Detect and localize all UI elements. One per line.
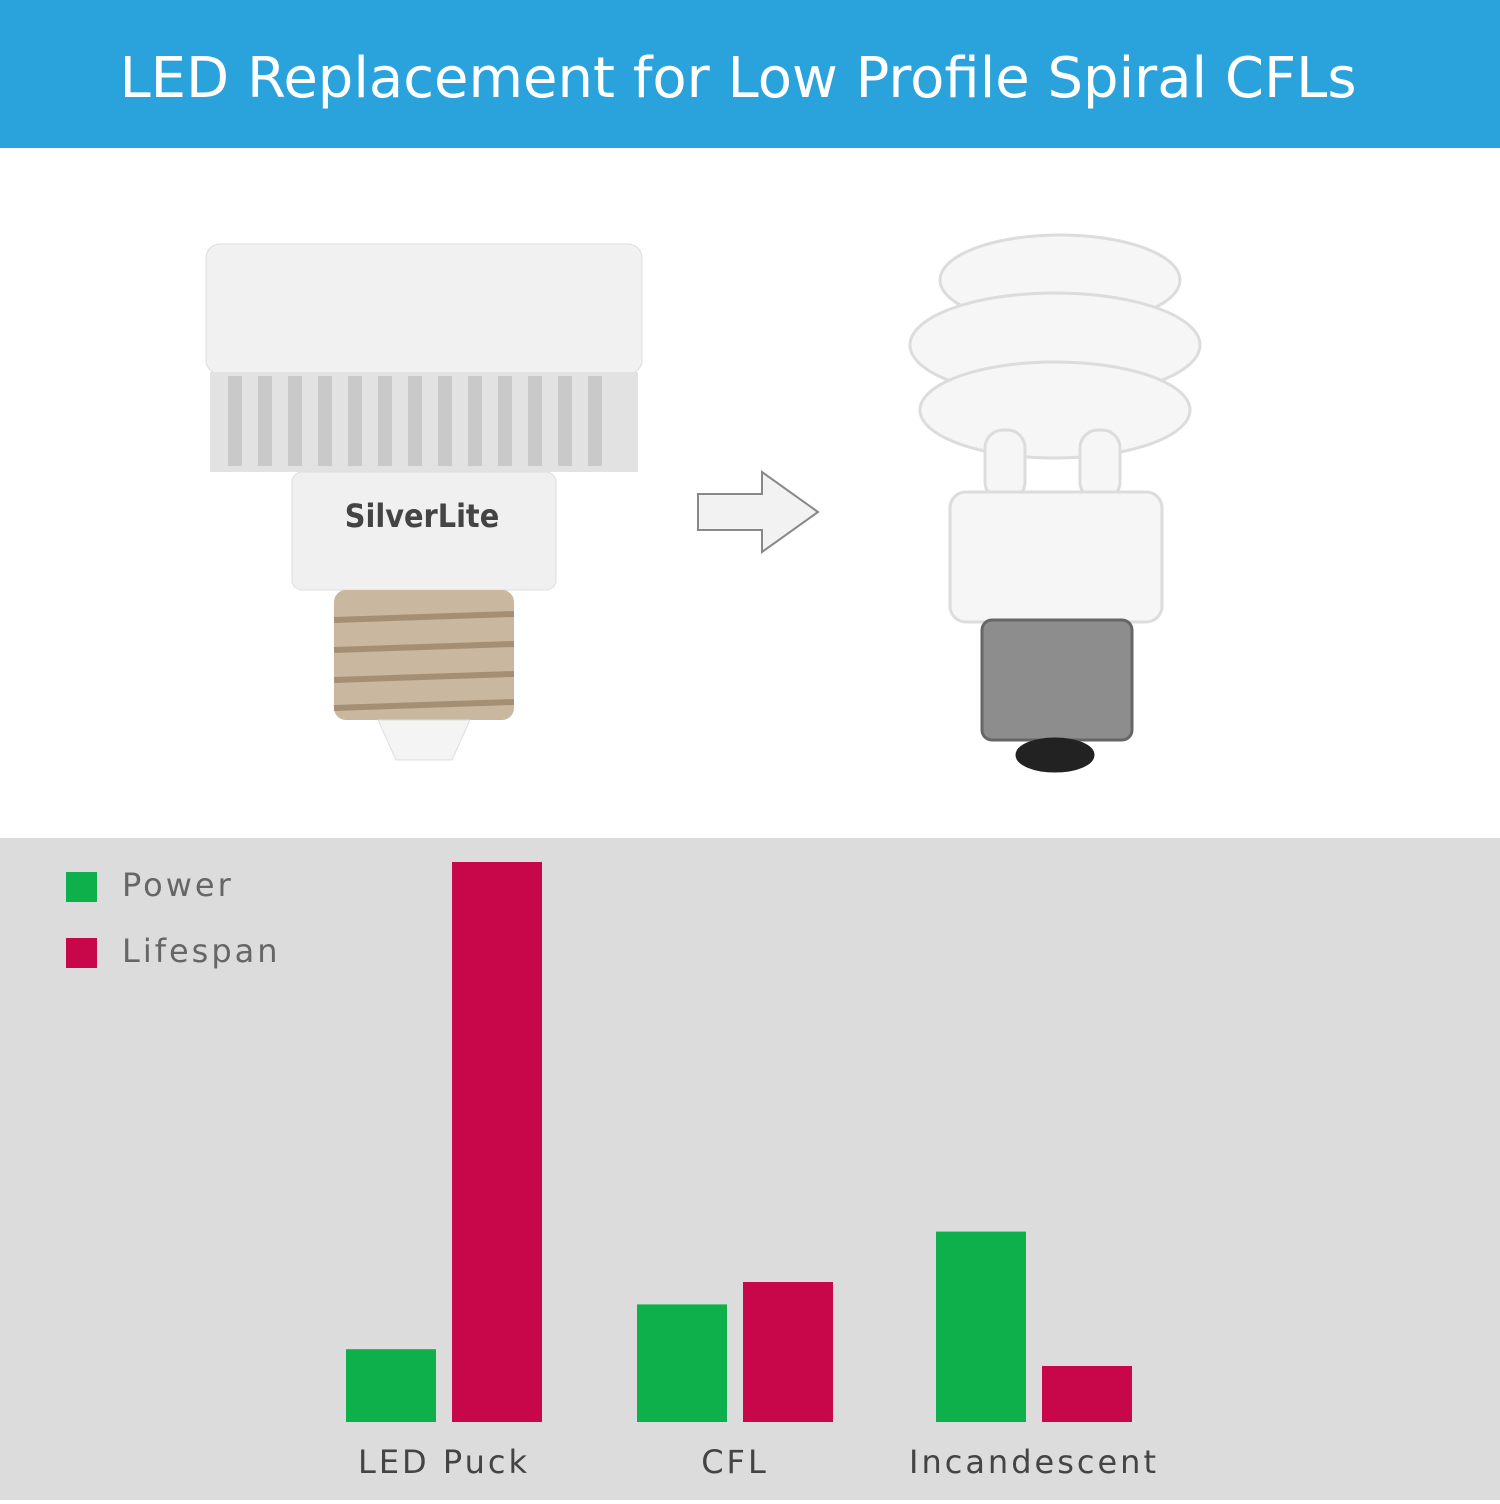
bar [637,1304,727,1422]
arrow [697,470,820,554]
banner [0,0,1500,148]
bar [743,1282,833,1422]
legend-swatch [66,872,97,902]
x-tick-label: LED Puck [358,1443,530,1481]
banner-title: LED Replacement for Low Profile Spiral C… [119,46,1356,111]
x-tick-label: CFL [701,1443,769,1481]
led-bulb [205,243,643,761]
x-tick-label: Incandescent [909,1443,1159,1481]
brand-label: SilverLite [345,497,499,535]
cfl-bulb [908,233,1202,773]
legend-swatch [66,938,97,968]
legend-label: Power [122,866,234,904]
bar [936,1231,1026,1422]
legend-label: Lifespan [122,932,281,970]
bar [452,862,542,1422]
bar [1042,1366,1132,1422]
bar [346,1349,436,1422]
